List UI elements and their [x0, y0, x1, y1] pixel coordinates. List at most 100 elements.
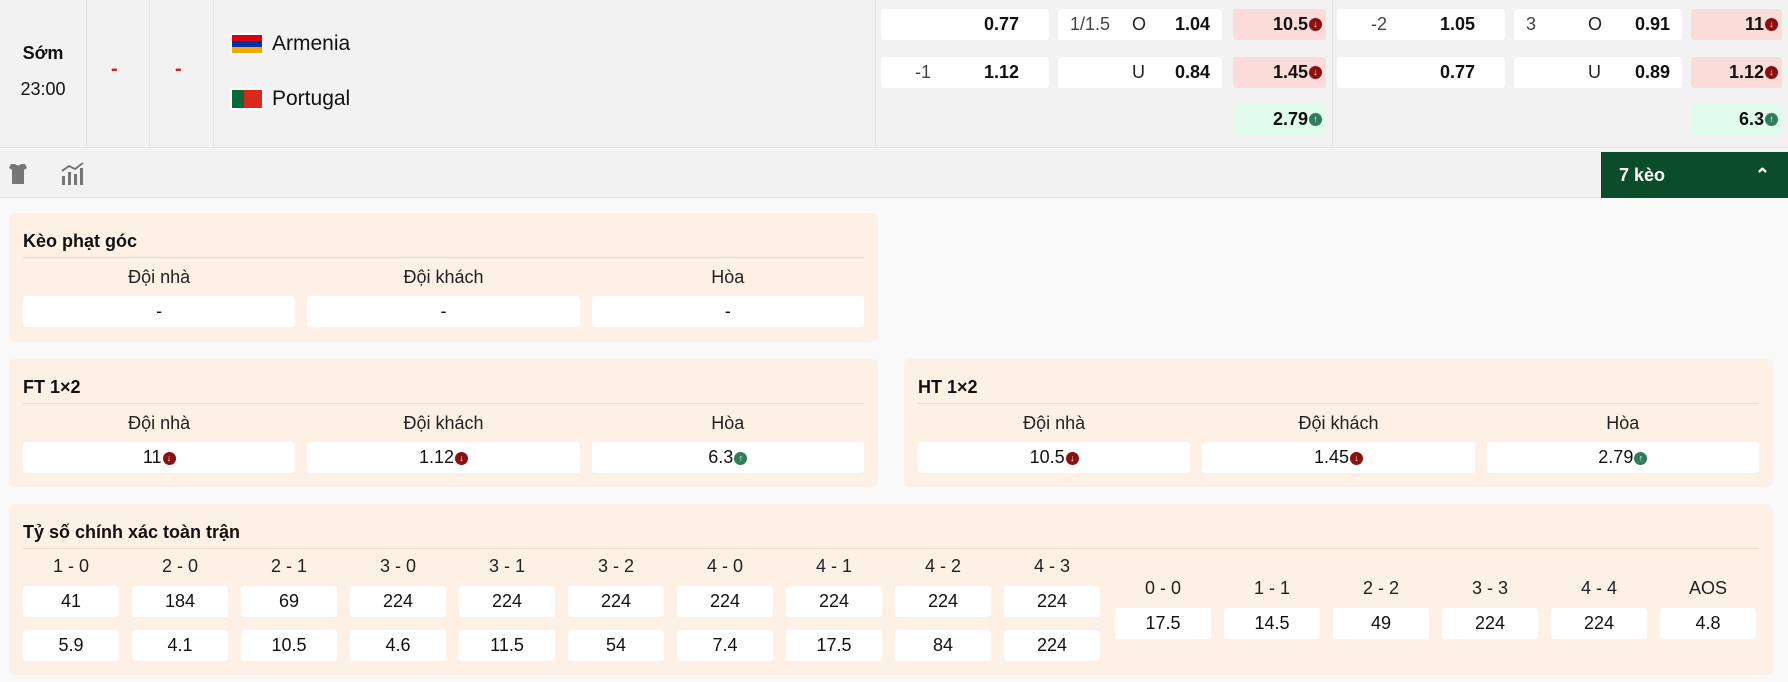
1x2-odds-button[interactable]: 11 ↓	[1691, 9, 1782, 40]
odds-columns: Đội nhà - Đội khách - Hòa -	[23, 258, 864, 327]
divider	[1332, 0, 1333, 148]
odds-button[interactable]: 2.79 ↑	[1486, 442, 1759, 473]
arrow-down-icon: ↓	[1309, 66, 1322, 79]
1x2-odds-button[interactable]: 6.3 ↑	[1691, 104, 1782, 135]
score-odds-button[interactable]: 4.8	[1660, 608, 1756, 639]
1x2-odds-button[interactable]: 2.79 ↑	[1233, 104, 1326, 135]
portugal-flag-icon	[230, 88, 264, 110]
odds-button[interactable]: 10.5 ↓	[918, 442, 1191, 473]
odds-button[interactable]: -	[307, 296, 580, 327]
score-odds-button[interactable]: 224	[786, 586, 882, 617]
panel-title: FT 1×2	[23, 359, 864, 404]
arrow-up-icon: ↑	[1765, 113, 1778, 126]
handicap-line: -1	[915, 62, 932, 82]
odds-value: 1.12	[418, 447, 455, 467]
score-odds-button[interactable]: 224	[1004, 630, 1100, 661]
handicap-odds-button[interactable]: -1 1.12	[881, 57, 1049, 88]
score-odds-button[interactable]: 224	[1551, 608, 1647, 639]
over-under-odds-button[interactable]: 1/1.5 O 1.04	[1058, 9, 1222, 40]
score-odds-button[interactable]: 41	[23, 586, 119, 617]
arrow-down-icon: ↓	[1765, 66, 1778, 79]
score-odds-button[interactable]: 84	[895, 630, 991, 661]
score-odds-button[interactable]: 49	[1333, 608, 1429, 639]
arrow-down-icon: ↓	[1765, 18, 1778, 31]
score-odds-button[interactable]: 4.1	[132, 630, 228, 661]
score-odds-button[interactable]: 224	[1004, 586, 1100, 617]
handicap-odds-button[interactable]: 0.77	[1337, 57, 1505, 88]
score-home: -	[111, 58, 118, 80]
shirt-icon[interactable]	[8, 163, 28, 185]
1x2-odds-button[interactable]: 1.45 ↓	[1233, 57, 1326, 88]
stats-chart-icon[interactable]	[60, 162, 86, 186]
score-odds-button[interactable]: 184	[132, 586, 228, 617]
odds-value: 11	[142, 447, 162, 467]
odds-button[interactable]: 6.3 ↑	[591, 442, 864, 473]
score-odds-button[interactable]: 7.4	[677, 630, 773, 661]
more-odds-toggle-button[interactable]: 7 kèo ⌃	[1601, 152, 1788, 198]
home-team[interactable]: Armenia	[230, 32, 350, 56]
over-under-side: O	[1132, 14, 1147, 34]
odds-columns: Đội nhà 10.5 ↓ Đội khách 1.45 ↓ Hòa 2.79 ↑	[918, 404, 1759, 473]
score-odds-button[interactable]: 224	[1442, 608, 1538, 639]
score-odds-button[interactable]: 224	[350, 586, 446, 617]
odds-value: 10.5	[1272, 14, 1308, 34]
score-odds-button[interactable]: 11.5	[459, 630, 555, 661]
away-team-name: Portugal	[272, 87, 351, 110]
arrow-down-icon: ↓	[1065, 451, 1079, 465]
odds-columns: Đội nhà 11 ↓ Đội khách 1.12 ↓ Hòa 6.3 ↑	[23, 404, 864, 473]
odds-button[interactable]: -	[591, 296, 864, 327]
match-status: Sớm	[22, 43, 64, 63]
column-label: Hòa	[711, 267, 745, 287]
odds-column: Đội khách -	[307, 258, 580, 327]
armenia-flag-icon	[230, 33, 264, 55]
odds-button[interactable]: 11 ↓	[23, 442, 296, 473]
odds-value: 11	[1744, 14, 1764, 34]
over-under-odds-button[interactable]: U 0.89	[1514, 57, 1682, 88]
score-odds-button[interactable]: 69	[241, 586, 337, 617]
arrow-down-icon: ↓	[162, 451, 176, 465]
score-odds-button[interactable]: 14.5	[1224, 608, 1320, 639]
arrow-up-icon: ↑	[1309, 113, 1322, 126]
arrow-down-icon: ↓	[1350, 451, 1364, 465]
ft-1x2-panel: FT 1×2 Đội nhà 11 ↓ Đội khách 1.12 ↓ Hòa 6.3 ↑	[9, 359, 878, 487]
score-odds-button[interactable]: 5.9	[23, 630, 119, 661]
handicap-odds-button[interactable]: 0.77	[881, 9, 1049, 40]
score-odds-button[interactable]: 224	[895, 586, 991, 617]
over-under-odds-button[interactable]: U 0.84	[1058, 57, 1222, 88]
odds-value: 6.3	[1738, 109, 1764, 129]
score-odds-button[interactable]: 17.5	[786, 630, 882, 661]
odds-button[interactable]: 1.45 ↓	[1202, 442, 1475, 473]
score-label: 1 - 0	[52, 556, 90, 576]
odds-value: -	[724, 301, 731, 321]
score-odds-button[interactable]: 224	[459, 586, 555, 617]
odds-column: Đội khách 1.12 ↓	[307, 404, 580, 473]
column-label: Đội khách	[403, 413, 484, 433]
divider	[875, 0, 876, 148]
score-odds-button[interactable]: 224	[677, 586, 773, 617]
handicap-line: -2	[1371, 14, 1388, 34]
correct-score-title: Tỷ số chính xác toàn trận	[23, 504, 1759, 549]
odds-value: 0.77	[983, 14, 1019, 34]
odds-value: 0.89	[1634, 62, 1670, 82]
score-label: 2 - 1	[270, 556, 308, 576]
away-team[interactable]: Portugal	[230, 87, 350, 111]
score-odds-button[interactable]: 54	[568, 630, 664, 661]
1x2-odds-button[interactable]: 1.12 ↓	[1691, 57, 1782, 88]
1x2-odds-button[interactable]: 10.5 ↓	[1233, 9, 1326, 40]
column-label: Đội nhà	[128, 267, 191, 287]
more-odds-label: 7 kèo	[1619, 164, 1666, 185]
column-label: Hòa	[1606, 413, 1640, 433]
score-label: 3 - 3	[1471, 578, 1509, 598]
odds-button[interactable]: -	[23, 296, 296, 327]
score-away: -	[175, 58, 182, 80]
score-odds-button[interactable]: 10.5	[241, 630, 337, 661]
over-under-odds-button[interactable]: 3 O 0.91	[1514, 9, 1682, 40]
score-odds-button[interactable]: 4.6	[350, 630, 446, 661]
score-odds-button[interactable]: 17.5	[1115, 608, 1211, 639]
odds-button[interactable]: 1.12 ↓	[307, 442, 580, 473]
match-row: Sớm 23:00 - - Armenia Portugal 0.77 -1 1.1…	[0, 0, 1788, 148]
column-label: Đội nhà	[128, 413, 191, 433]
score-odds-button[interactable]: 224	[568, 586, 664, 617]
handicap-odds-button[interactable]: -2 1.05	[1337, 9, 1505, 40]
odds-value: 10.5	[1029, 447, 1065, 467]
